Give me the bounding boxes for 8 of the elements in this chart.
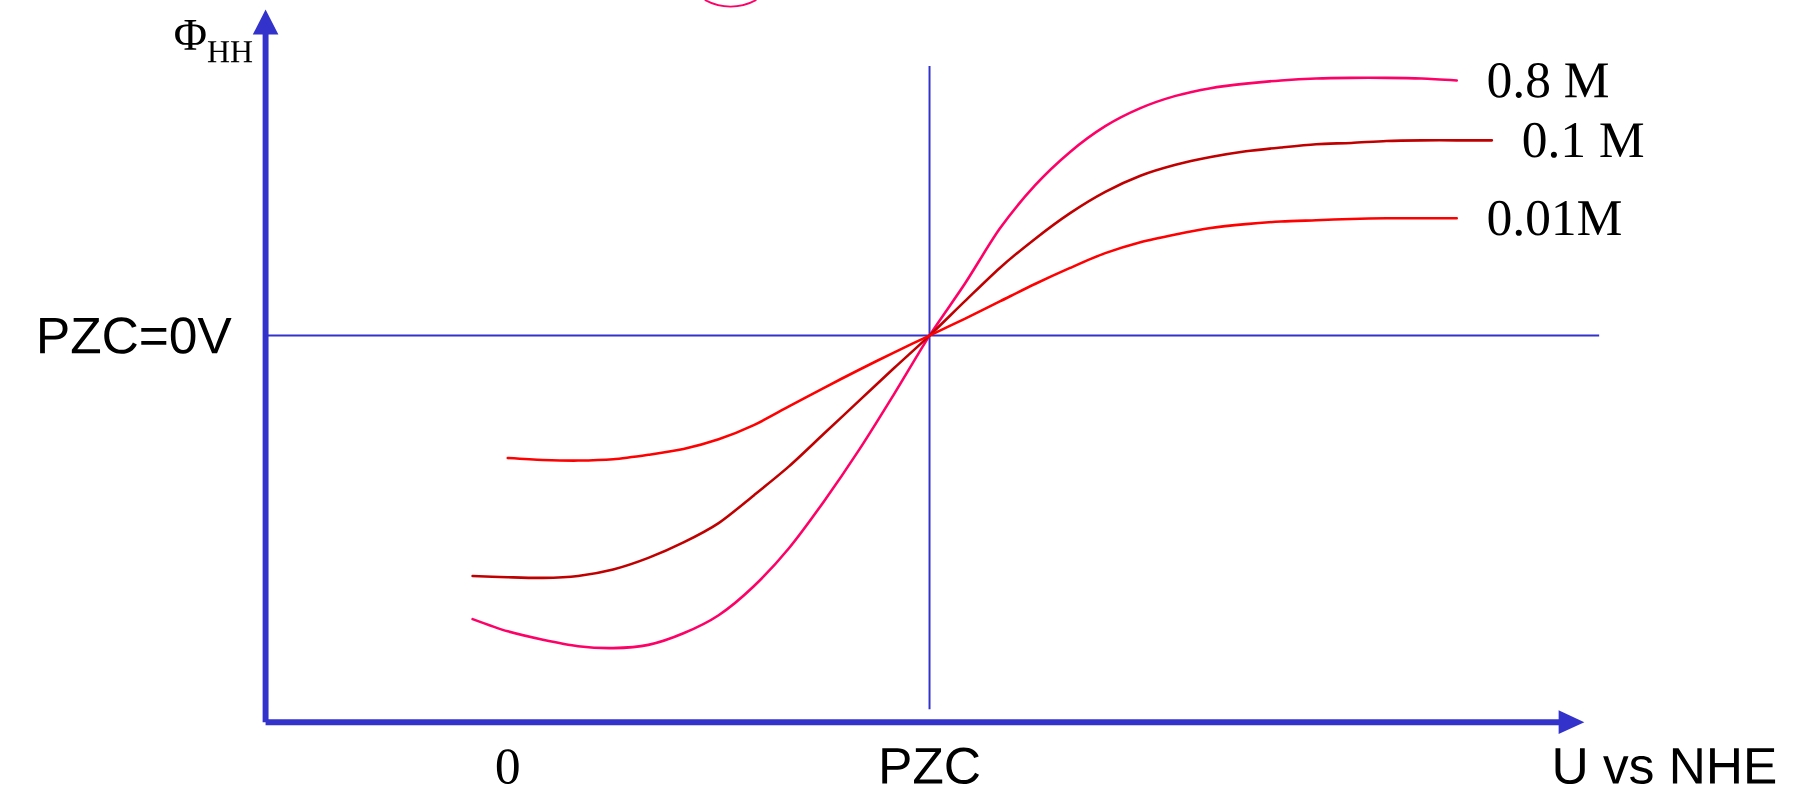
- x-tick-label: PZC: [882, 747, 980, 784]
- series-label: 0.8 M: [1488, 62, 1608, 98]
- series-label: 0.01M: [1488, 200, 1621, 236]
- text: PZC=0V: [40, 317, 232, 354]
- x-axis-title: U vs NHE: [1555, 747, 1776, 784]
- x-tick-label: 0: [496, 749, 519, 784]
- series-label: 0.1 M: [1523, 122, 1644, 158]
- y-axis-title: Φ$_{HH}$: [175, 19, 253, 62]
